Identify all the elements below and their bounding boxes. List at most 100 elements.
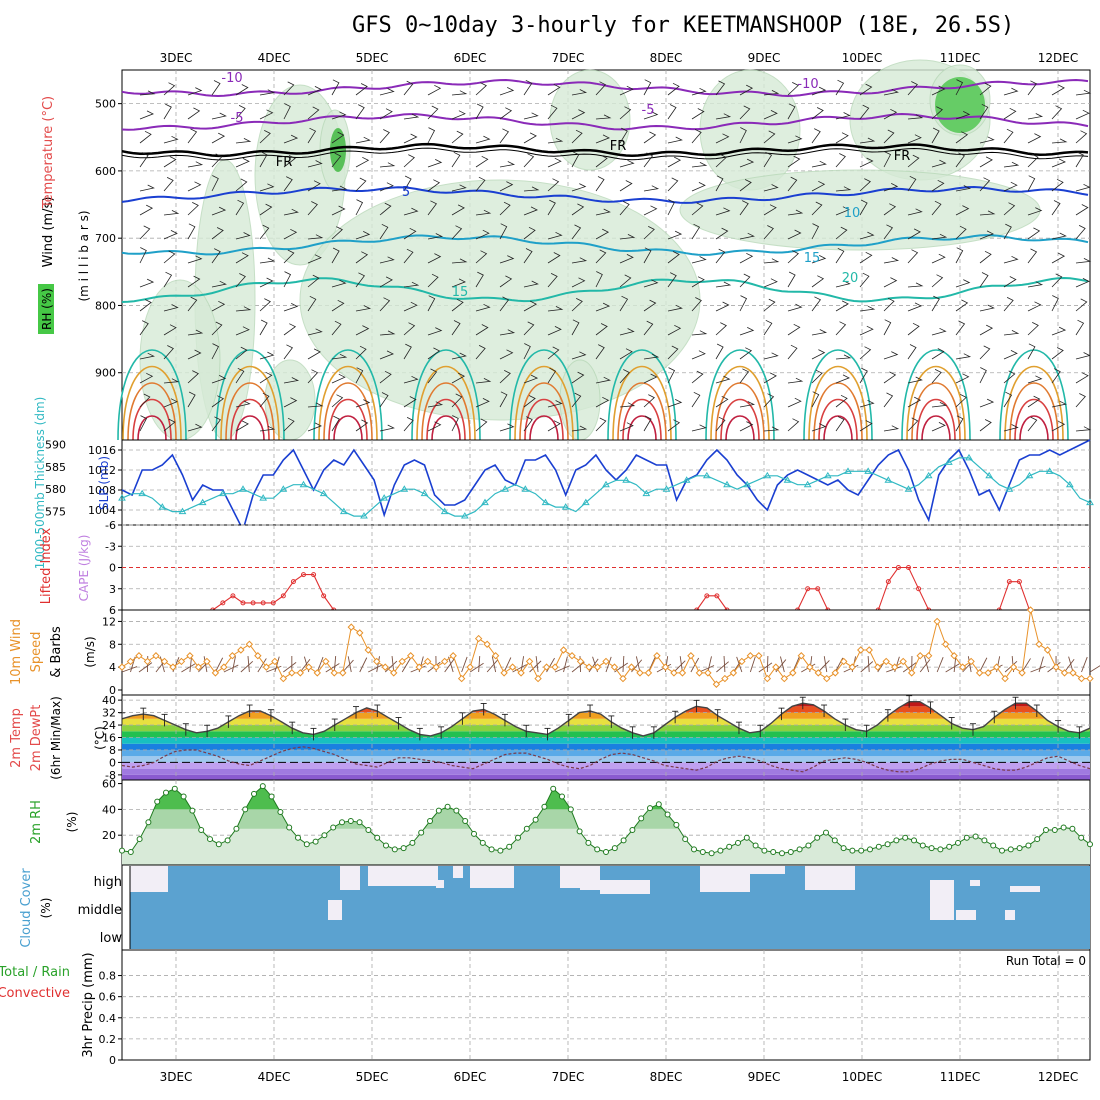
wind-speed-point	[177, 657, 186, 666]
wind-barb	[1003, 330, 1020, 336]
wind-barb	[739, 421, 754, 432]
wind-barb	[907, 175, 917, 192]
wind-barb	[211, 153, 223, 168]
wind-speed-point	[814, 669, 822, 677]
rh-point	[611, 845, 618, 852]
rh-shade	[299, 179, 701, 421]
wind-barb	[523, 374, 539, 384]
day-label-top: 6DEC	[454, 51, 487, 65]
tick-label: 4	[109, 661, 116, 674]
wind-barb	[571, 298, 583, 312]
wind-barb	[739, 127, 747, 144]
temp-band	[122, 718, 1090, 726]
wind-barb	[1075, 393, 1086, 408]
wind-barb	[955, 185, 972, 192]
rh-point	[867, 846, 873, 853]
wind-barb	[667, 177, 679, 192]
wind-barb	[331, 247, 340, 264]
tick-label: 8	[109, 638, 116, 651]
rh-point	[893, 837, 900, 844]
wind-barb	[715, 281, 732, 288]
thickness-marker	[420, 489, 429, 497]
wind-speed-point	[738, 657, 746, 666]
wind-barb	[307, 160, 323, 168]
wind-barb-10m	[342, 659, 354, 673]
wind-barb-10m	[953, 656, 957, 673]
wind-barb	[979, 345, 991, 360]
wind-barb	[859, 325, 874, 336]
wind-barb	[667, 251, 680, 264]
wind-barb	[859, 157, 874, 168]
contour-label: 15	[804, 251, 821, 266]
wind-barb	[667, 104, 677, 120]
wind-speed-point	[797, 652, 806, 660]
thickness-marker	[743, 480, 752, 488]
wind-barb	[499, 181, 514, 192]
day-label-bottom: 11DEC	[940, 1070, 980, 1084]
wind-barb	[379, 370, 392, 384]
wind-barb-10m	[1081, 656, 1088, 673]
boundary-layer-contour	[230, 398, 270, 441]
boundary-layer-contour	[906, 365, 966, 441]
boundary-layer-contour	[529, 415, 559, 441]
wind-barb	[403, 80, 414, 96]
rh-point	[805, 842, 812, 849]
wind-speed-point	[228, 652, 237, 660]
wind-barb	[403, 375, 419, 384]
rh-shade	[549, 69, 631, 171]
wind-speed-point	[381, 663, 389, 671]
rh-point	[594, 846, 601, 853]
wind-barb	[163, 304, 179, 312]
wind-barb	[1027, 375, 1043, 384]
wind-speed-point	[941, 640, 950, 648]
wind-barb	[1051, 420, 1066, 432]
cloud-label: Cloud Cover	[19, 868, 34, 948]
wind-speed-point	[958, 663, 967, 671]
tick-label: 40	[102, 694, 116, 707]
wind-barb	[427, 295, 436, 312]
wind-speed-point	[916, 652, 924, 660]
wind-barb	[1003, 276, 1017, 288]
wind-barb	[451, 372, 466, 384]
wind-barb	[595, 302, 611, 312]
wind-barb	[379, 256, 395, 264]
wind-barb	[379, 182, 394, 192]
millibars-label: (m i l l i b a r s)	[77, 210, 91, 301]
wind-barb	[619, 422, 634, 432]
wind-barb	[619, 180, 633, 192]
wind-barb	[643, 185, 660, 192]
thickness-marker	[602, 480, 610, 488]
rh-point	[699, 848, 706, 855]
wind-barb	[331, 353, 348, 360]
wind-barb	[883, 297, 895, 312]
wind-barb	[355, 345, 367, 360]
wind-barb	[1075, 151, 1084, 168]
lifted-index-point	[906, 565, 911, 570]
wind-barb	[979, 177, 991, 192]
wind-barb	[763, 90, 780, 96]
wind-speed-point	[874, 663, 882, 671]
wind-barb-10m	[902, 662, 917, 673]
rh-point	[928, 845, 935, 852]
rh-point	[488, 846, 495, 853]
wind-barb	[835, 206, 850, 216]
wind-barb	[547, 306, 564, 312]
wind-barb	[691, 424, 707, 432]
wind-barb	[787, 209, 804, 216]
wind-speed-point	[440, 657, 449, 666]
lifted-index-point	[240, 600, 246, 606]
thickness-marker	[339, 507, 348, 515]
wind-barb-10m	[359, 657, 368, 673]
wind-barb	[715, 301, 730, 312]
wind-barb-10m	[503, 657, 512, 673]
day-label-top: 4DEC	[258, 51, 291, 65]
wind-barb	[1003, 424, 1019, 432]
wind-barb	[259, 224, 270, 240]
wind-barb	[571, 425, 588, 432]
thickness-marker	[138, 489, 147, 497]
wind-speed-point	[890, 663, 899, 671]
thickness-marker	[864, 467, 873, 474]
wind-barb-10m	[924, 656, 930, 673]
wind-barb	[523, 186, 540, 192]
